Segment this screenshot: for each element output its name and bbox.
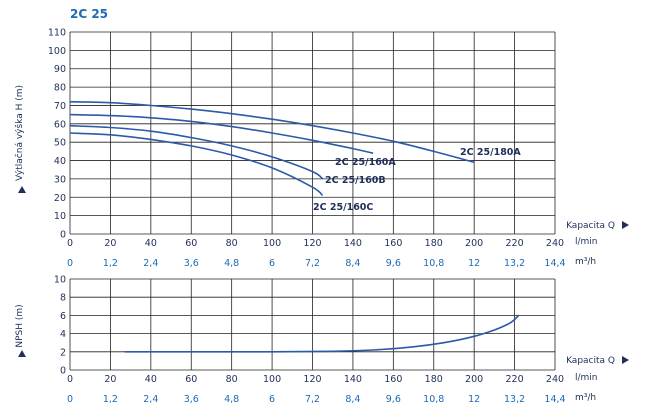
y-tick-label: 10 bbox=[54, 211, 66, 222]
x2-tick-label: 10,8 bbox=[423, 394, 444, 405]
x-tick-label: 120 bbox=[303, 238, 321, 249]
x2-tick-label: 0 bbox=[67, 258, 73, 269]
series-line bbox=[69, 113, 374, 154]
x2-tick-label: 13,2 bbox=[504, 394, 525, 405]
x2-tick-label: 3,6 bbox=[184, 258, 199, 269]
x2-tick-label: 4,8 bbox=[224, 394, 239, 405]
y-axis-title: Výtlačná výška H (m) bbox=[14, 85, 25, 181]
y-tick-label: 90 bbox=[54, 64, 66, 75]
x-tick-label: 240 bbox=[546, 238, 564, 249]
y-tick-label: 100 bbox=[48, 46, 66, 57]
x2-tick-label: 0 bbox=[67, 394, 73, 405]
x2-tick-label: 14,4 bbox=[544, 394, 565, 405]
series-label: 2C 25/160A bbox=[335, 157, 396, 168]
y-tick-label: 30 bbox=[54, 174, 66, 185]
x-tick-label: 140 bbox=[344, 374, 362, 385]
x2-tick-label: 3,6 bbox=[184, 394, 199, 405]
x-tick-label: 180 bbox=[425, 238, 443, 249]
x-axis-arrow-icon bbox=[622, 356, 629, 364]
x2-tick-label: 13,2 bbox=[504, 258, 525, 269]
y-tick-label: 60 bbox=[54, 119, 66, 130]
y-tick-label: 0 bbox=[60, 230, 66, 241]
x-tick-label: 160 bbox=[384, 238, 402, 249]
y-tick-label: 10 bbox=[54, 275, 66, 286]
x-axis-title: Kapacita Q bbox=[566, 221, 615, 231]
y-tick-label: 6 bbox=[60, 311, 66, 322]
x-axis-unit: l/min bbox=[575, 373, 598, 383]
y-axis-arrow-icon bbox=[18, 186, 26, 193]
y-tick-label: 110 bbox=[48, 28, 66, 39]
x-tick-label: 0 bbox=[67, 374, 73, 385]
x-tick-label: 20 bbox=[104, 238, 116, 249]
x2-tick-label: 4,8 bbox=[224, 258, 239, 269]
series-line bbox=[124, 314, 520, 353]
series-label: 2C 25/160C bbox=[313, 202, 373, 213]
x2-tick-label: 9,6 bbox=[386, 258, 401, 269]
series-line bbox=[69, 132, 324, 197]
x-tick-label: 40 bbox=[145, 238, 157, 249]
x2-tick-label: 6 bbox=[269, 258, 275, 269]
x2-tick-label: 2,4 bbox=[143, 394, 158, 405]
chart-title: 2C 25 bbox=[70, 7, 108, 21]
x-tick-label: 140 bbox=[344, 238, 362, 249]
x2-tick-label: 2,4 bbox=[143, 258, 158, 269]
x2-tick-label: 1,2 bbox=[103, 394, 118, 405]
x2-tick-label: 12 bbox=[468, 258, 480, 269]
x-tick-label: 20 bbox=[104, 374, 116, 385]
series-line bbox=[69, 124, 324, 180]
x-tick-label: 60 bbox=[185, 238, 197, 249]
x-tick-label: 80 bbox=[226, 374, 238, 385]
y-tick-label: 4 bbox=[60, 329, 66, 340]
x-tick-label: 0 bbox=[67, 238, 73, 249]
y-tick-label: 8 bbox=[60, 293, 66, 304]
series-line bbox=[69, 101, 475, 164]
x-tick-label: 100 bbox=[263, 374, 281, 385]
x-axis-title: Kapacita Q bbox=[566, 356, 615, 366]
x-tick-label: 200 bbox=[465, 374, 483, 385]
x2-tick-label: 7,2 bbox=[305, 258, 320, 269]
x-tick-label: 240 bbox=[546, 374, 564, 385]
y-tick-label: 40 bbox=[54, 156, 66, 167]
y-tick-label: 2 bbox=[60, 347, 66, 358]
x-tick-label: 120 bbox=[303, 374, 321, 385]
y-tick-label: 0 bbox=[60, 366, 66, 377]
x2-tick-label: 12 bbox=[468, 394, 480, 405]
x2-tick-label: 8,4 bbox=[345, 258, 360, 269]
x2-tick-label: 6 bbox=[269, 394, 275, 405]
x-tick-label: 80 bbox=[226, 238, 238, 249]
x-axis-arrow-icon bbox=[622, 221, 629, 229]
x-tick-label: 180 bbox=[425, 374, 443, 385]
x2-tick-label: 1,2 bbox=[103, 258, 118, 269]
x-tick-label: 200 bbox=[465, 238, 483, 249]
y-axis-arrow-icon bbox=[18, 350, 26, 357]
x-tick-label: 60 bbox=[185, 374, 197, 385]
y-tick-label: 50 bbox=[54, 138, 66, 149]
x2-tick-label: 8,4 bbox=[345, 394, 360, 405]
x-axis-unit: l/min bbox=[575, 237, 598, 247]
x-tick-label: 220 bbox=[506, 374, 524, 385]
series-label: 2C 25/160B bbox=[325, 175, 386, 186]
x-tick-label: 160 bbox=[384, 374, 402, 385]
y-tick-label: 70 bbox=[54, 101, 66, 112]
series-label: 2C 25/180A bbox=[460, 147, 521, 158]
x2-axis-unit: m³/h bbox=[575, 393, 596, 403]
x-tick-label: 100 bbox=[263, 238, 281, 249]
x-tick-label: 220 bbox=[506, 238, 524, 249]
y-tick-label: 20 bbox=[54, 193, 66, 204]
x2-tick-label: 14,4 bbox=[544, 258, 565, 269]
x2-axis-unit: m³/h bbox=[575, 257, 596, 267]
y-axis-title: NPSH (m) bbox=[15, 304, 25, 347]
x-tick-label: 40 bbox=[145, 374, 157, 385]
x2-tick-label: 10,8 bbox=[423, 258, 444, 269]
x2-tick-label: 9,6 bbox=[386, 394, 401, 405]
y-tick-label: 80 bbox=[54, 83, 66, 94]
x2-tick-label: 7,2 bbox=[305, 394, 320, 405]
